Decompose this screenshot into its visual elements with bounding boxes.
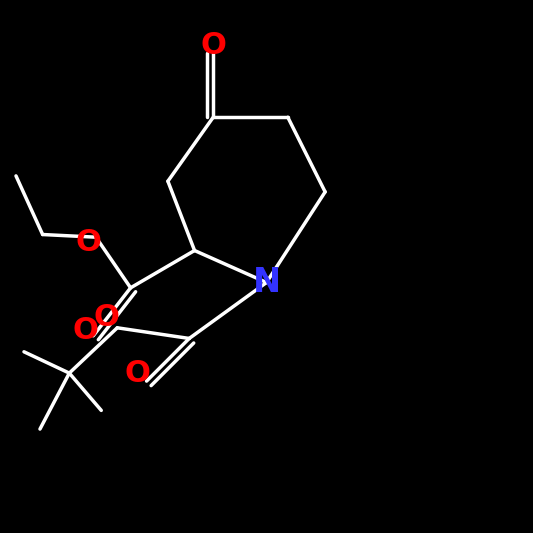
Text: O: O xyxy=(75,228,101,257)
Text: O: O xyxy=(72,316,98,345)
Text: O: O xyxy=(94,303,119,332)
Text: O: O xyxy=(124,359,150,387)
Text: O: O xyxy=(200,31,226,60)
Text: N: N xyxy=(253,266,280,299)
